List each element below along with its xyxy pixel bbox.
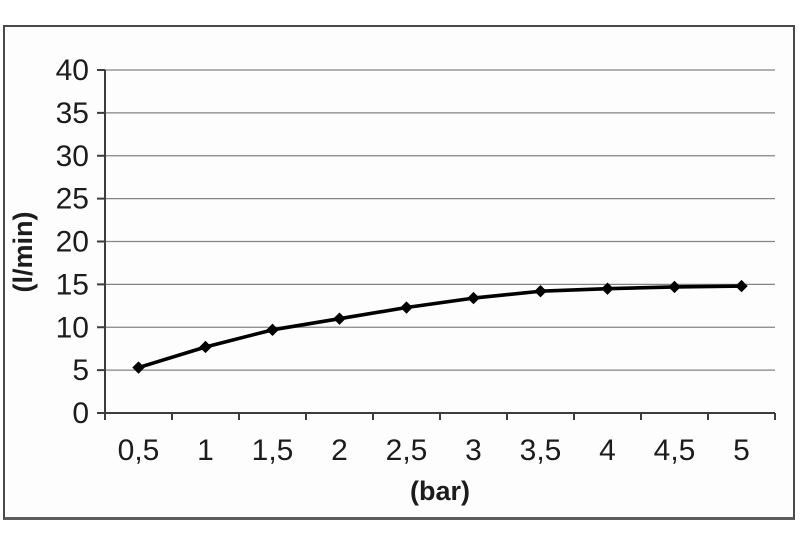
x-tick-label: 2 — [331, 434, 348, 467]
y-axis-title: (l/min) — [8, 212, 38, 293]
x-axis-title: (bar) — [410, 476, 470, 506]
data-point-marker — [132, 361, 145, 374]
data-point-marker — [400, 301, 413, 314]
x-tick-label: 3,5 — [520, 434, 562, 467]
x-tick-label: 5 — [733, 434, 750, 467]
image-border-frame — [3, 25, 795, 520]
y-tick-label: 0 — [72, 397, 89, 430]
y-tick-label: 35 — [56, 97, 89, 130]
y-tick-label: 10 — [56, 311, 89, 344]
x-tick-label: 1 — [197, 434, 214, 467]
data-point-marker — [668, 280, 681, 294]
data-point-marker — [266, 323, 279, 337]
axis-layer — [97, 69, 776, 420]
y-tick-label: 25 — [56, 183, 89, 216]
series-layer — [132, 279, 748, 374]
tick-label-layer: 0 5 10 15 20 25 30 35 40 0,5 1 1,5 2 2,5 3 3,5 4 4,5 5 — [56, 54, 750, 467]
y-tick-label: 20 — [56, 226, 89, 259]
series-line — [136, 284, 744, 370]
x-tick-label: 0,5 — [118, 434, 160, 467]
x-tick-label: 1,5 — [252, 434, 294, 467]
x-tick-label: 2,5 — [386, 434, 428, 467]
x-tick-label: 3 — [465, 434, 482, 467]
y-tick-label: 15 — [56, 268, 89, 301]
x-tick-label: 4,5 — [654, 434, 696, 467]
data-point-marker — [735, 279, 748, 293]
y-tick-label: 40 — [56, 54, 89, 87]
data-point-marker — [601, 282, 614, 295]
x-tick-label: 4 — [599, 434, 616, 467]
y-tick-label: 5 — [72, 354, 89, 387]
data-point-marker — [467, 291, 480, 305]
grid-layer — [105, 69, 775, 371]
y-tick-label: 30 — [56, 140, 89, 173]
data-point-marker — [199, 340, 212, 354]
data-point-marker — [333, 312, 346, 325]
data-point-marker — [534, 285, 547, 298]
